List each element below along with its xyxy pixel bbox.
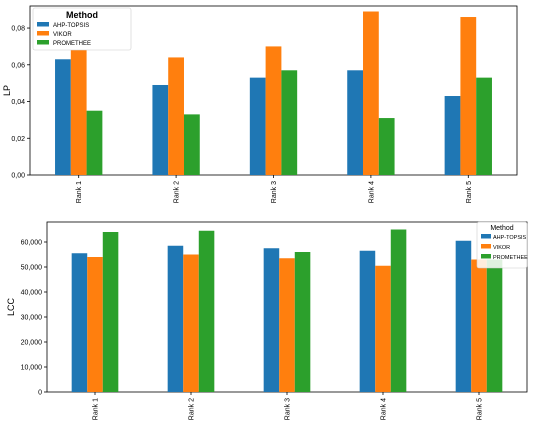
bar-vikor [265,46,282,176]
bar-vikor [460,17,477,175]
bar-vikor [70,50,87,175]
bar-ahp-topsis [71,253,88,392]
bar-vikor [183,254,199,392]
bar-vikor [279,258,295,392]
legend: Method AHP-TOPSIS VIKOR PROMETHEE [476,221,528,269]
bar-vikor [471,259,487,392]
y-tick-label: 0,08 [11,26,25,33]
bar-promethee [198,230,215,392]
x-tick-label: Rank 4 [381,398,388,420]
bar-ahp-topsis [249,77,266,175]
legend-swatch [481,234,491,239]
x-tick-label: Rank 2 [189,398,196,420]
legend-label: PROMETHEE [53,41,91,47]
bar-promethee [102,232,119,392]
legend-swatch [37,22,49,27]
bar-promethee [294,252,311,392]
bar-promethee [86,110,103,175]
y-tick-label: 0,06 [11,62,25,69]
y-tick-label: 20,000 [21,340,43,347]
x-tick-label: Rank 2 [174,181,181,203]
y-axis-label: LCC [6,298,16,317]
x-tick-label: Rank 3 [271,181,278,203]
legend-title: Method [66,10,98,20]
bar-vikor [87,257,103,392]
bar-promethee [183,114,200,175]
y-tick-label: 0,02 [11,136,25,143]
bar-ahp-topsis [347,70,364,175]
bar-promethee [390,229,407,392]
bar-promethee [486,259,503,392]
bar-ahp-topsis [444,96,461,175]
legend-swatch [481,254,491,259]
y-tick-label: 0 [38,390,42,397]
legend-label: VIKOR [493,245,510,251]
legend-swatch [37,31,49,36]
legend-label: AHP-TOPSIS [493,235,527,241]
lcc-bar-chart: 0 10,000 20,000 30,000 40,000 50,000 60,000 LCC… [6,221,528,420]
bar-ahp-topsis [455,240,472,392]
x-tick-label: Rank 1 [76,181,83,203]
y-tick-label: 0,00 [11,173,25,180]
bar-vikor [375,265,391,392]
legend-swatch [37,40,49,45]
bar-ahp-topsis [55,59,71,175]
bar-ahp-topsis [263,248,280,392]
bar-promethee [378,118,395,175]
legend: Method AHP-TOPSIS VIKOR PROMETHEE [32,7,132,51]
y-tick-label: 10,000 [21,365,43,372]
bar-vikor [168,57,184,175]
y-tick-label: 60,000 [21,240,43,247]
bar-ahp-topsis [359,250,376,392]
legend-label: AHP-TOPSIS [53,23,89,29]
y-tick-label: 50,000 [21,265,43,272]
y-tick-label: 40,000 [21,290,43,297]
y-axis-label: LP [2,85,12,96]
bar-ahp-topsis [167,245,184,392]
y-tick-label: 0,04 [11,99,25,106]
bar-promethee [281,70,298,175]
bar-promethee [476,77,492,175]
legend-title: Method [490,225,513,232]
x-tick-label: Rank 1 [93,398,100,420]
bar-vikor [363,11,379,176]
legend-swatch [481,244,491,249]
x-tick-label: Rank 4 [368,181,375,203]
legend-label: VIKOR [53,32,72,38]
lp-bar-chart: 0,00 0,02 0,04 0,06 0,08 LP Rank 1 Rank 2 Rank 3… [2,5,518,203]
legend-box [32,7,132,51]
y-tick-label: 30,000 [21,315,43,322]
legend-label: PROMETHEE [493,255,528,261]
x-tick-label: Rank 5 [477,398,484,420]
x-tick-label: Rank 3 [285,398,292,420]
x-tick-label: Rank 5 [466,181,473,203]
bar-ahp-topsis [152,84,169,175]
